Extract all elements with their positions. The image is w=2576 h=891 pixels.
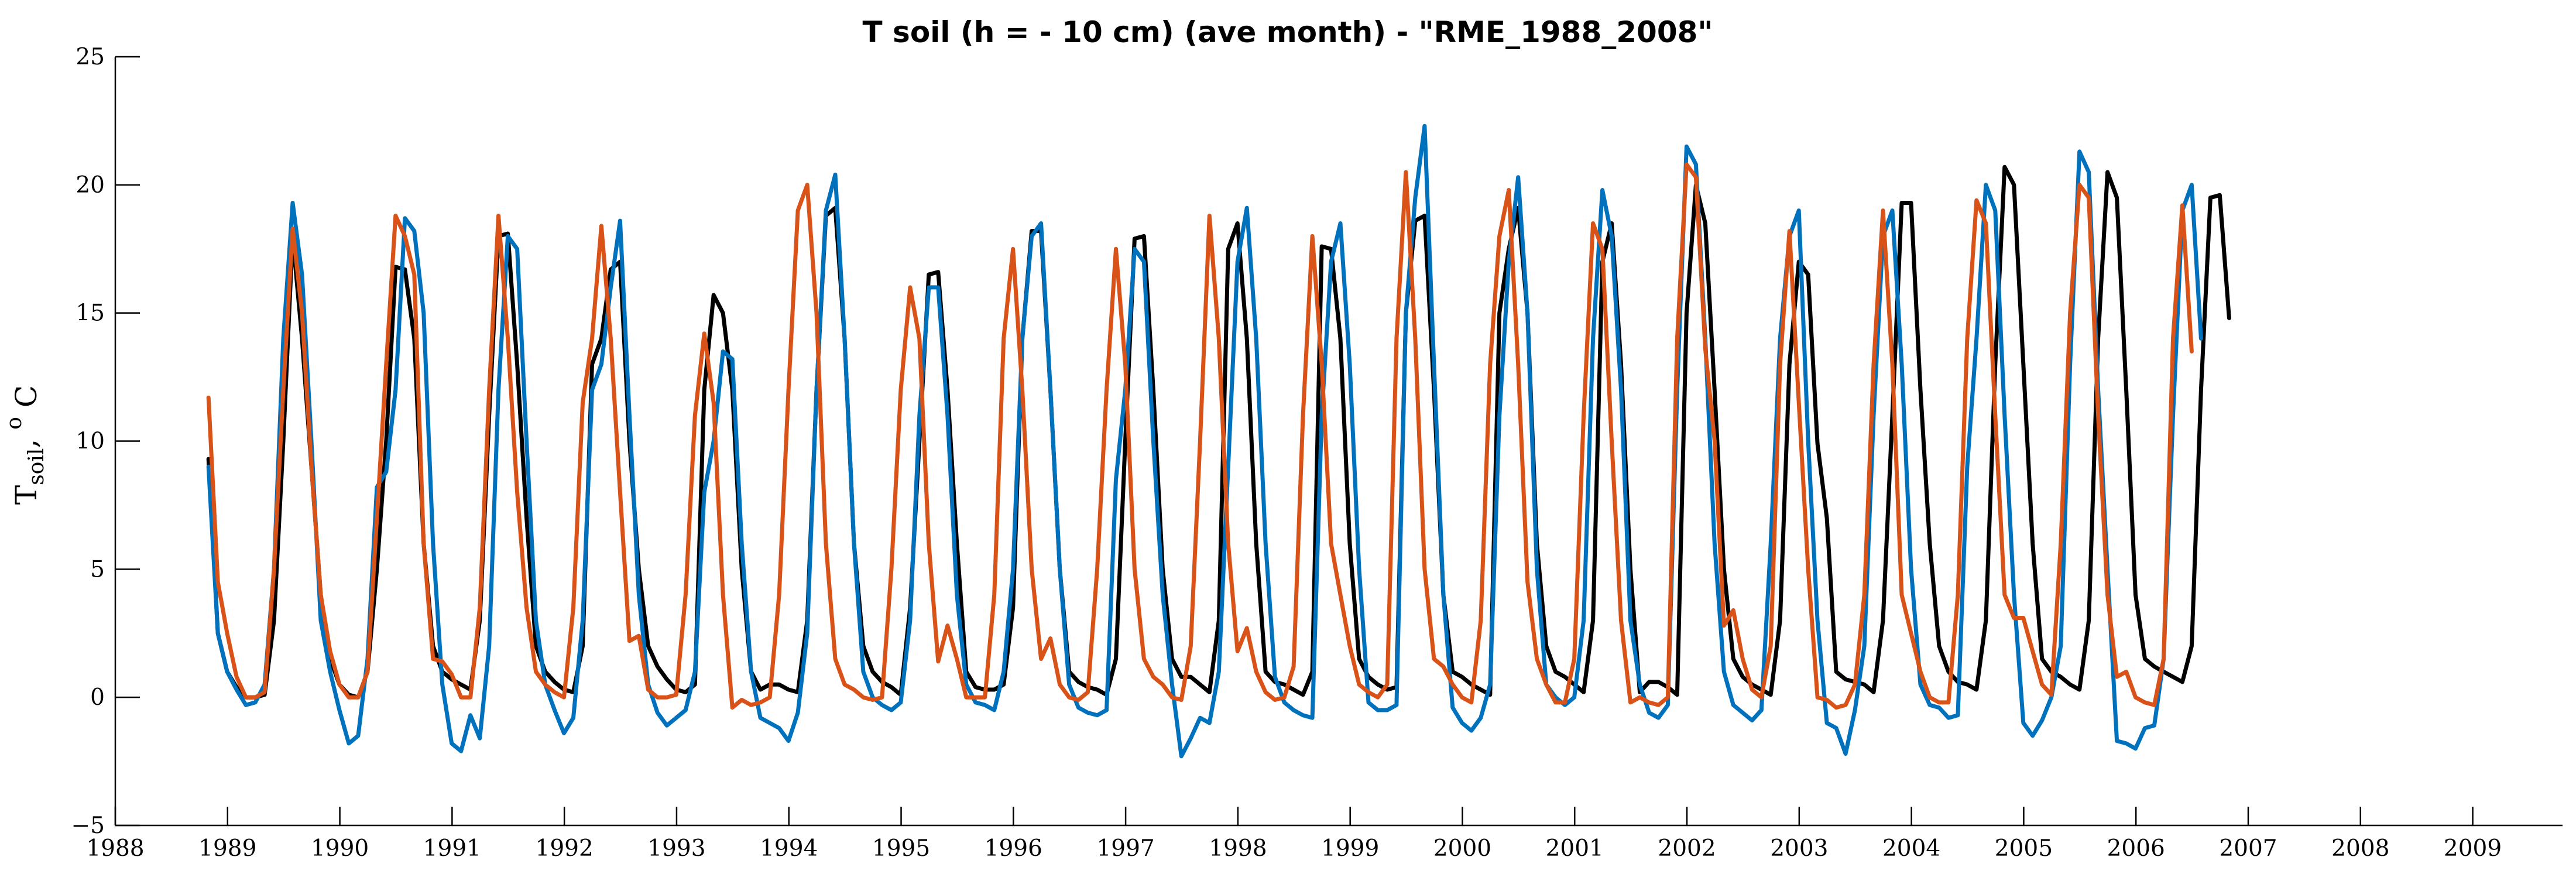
x-tick-label: 2005 bbox=[1995, 835, 2053, 862]
y-axis-label-suffix: , bbox=[9, 430, 43, 448]
y-tick-label: 20 bbox=[76, 172, 105, 198]
x-tick-label: 1989 bbox=[198, 835, 256, 862]
y-tick-label: 25 bbox=[76, 44, 105, 70]
y-tick-label: 15 bbox=[76, 300, 105, 327]
x-tick-label: 1996 bbox=[985, 835, 1042, 862]
y-tick-label: 0 bbox=[90, 684, 105, 711]
y-axis-label-main: T bbox=[9, 485, 43, 505]
x-tick-label: 2009 bbox=[2444, 835, 2502, 862]
y-tick-label: −5 bbox=[71, 813, 105, 839]
x-tick-label: 1990 bbox=[311, 835, 369, 862]
chart-title: T soil (h = - 10 cm) (ave month) - "RME_… bbox=[863, 15, 1713, 49]
x-tick-label: 2001 bbox=[1546, 835, 1604, 862]
x-tick-label: 2000 bbox=[1433, 835, 1491, 862]
x-tick-label: 1991 bbox=[423, 835, 481, 862]
y-axis-label-unit: C bbox=[9, 385, 43, 417]
x-tick-label: 1997 bbox=[1096, 835, 1154, 862]
series-blue-line bbox=[206, 124, 2203, 759]
x-tick-label: 1995 bbox=[872, 835, 930, 862]
y-axis-label-sup: o bbox=[2, 417, 26, 430]
y-tick-label: 10 bbox=[76, 429, 105, 455]
x-tick-label: 1988 bbox=[86, 835, 144, 862]
x-tick-label: 1993 bbox=[647, 835, 705, 862]
y-axis-label-sub: soil bbox=[25, 448, 49, 485]
series-group bbox=[206, 124, 2231, 759]
x-tick-label: 2002 bbox=[1658, 835, 1716, 862]
x-tick-label: 1999 bbox=[1321, 835, 1379, 862]
x-tick-label: 1994 bbox=[760, 835, 818, 862]
axes: 1988 1989 1990 1991 1992 1993 1994 1995 1996 1997… bbox=[71, 44, 2563, 862]
y-tick-label: 5 bbox=[90, 556, 105, 582]
x-tick-label: 1992 bbox=[536, 835, 594, 862]
x-tick-label: 2007 bbox=[2219, 835, 2277, 862]
x-tick-label: 2003 bbox=[1770, 835, 1828, 862]
x-tick-label: 1998 bbox=[1209, 835, 1267, 862]
series-orange-line bbox=[206, 162, 2194, 710]
x-tick-label: 2004 bbox=[1882, 835, 1940, 862]
x-tick-label: 2008 bbox=[2331, 835, 2389, 862]
y-axis-label: Tsoil, o C bbox=[2, 385, 49, 505]
x-tick-label: 2006 bbox=[2107, 835, 2165, 862]
